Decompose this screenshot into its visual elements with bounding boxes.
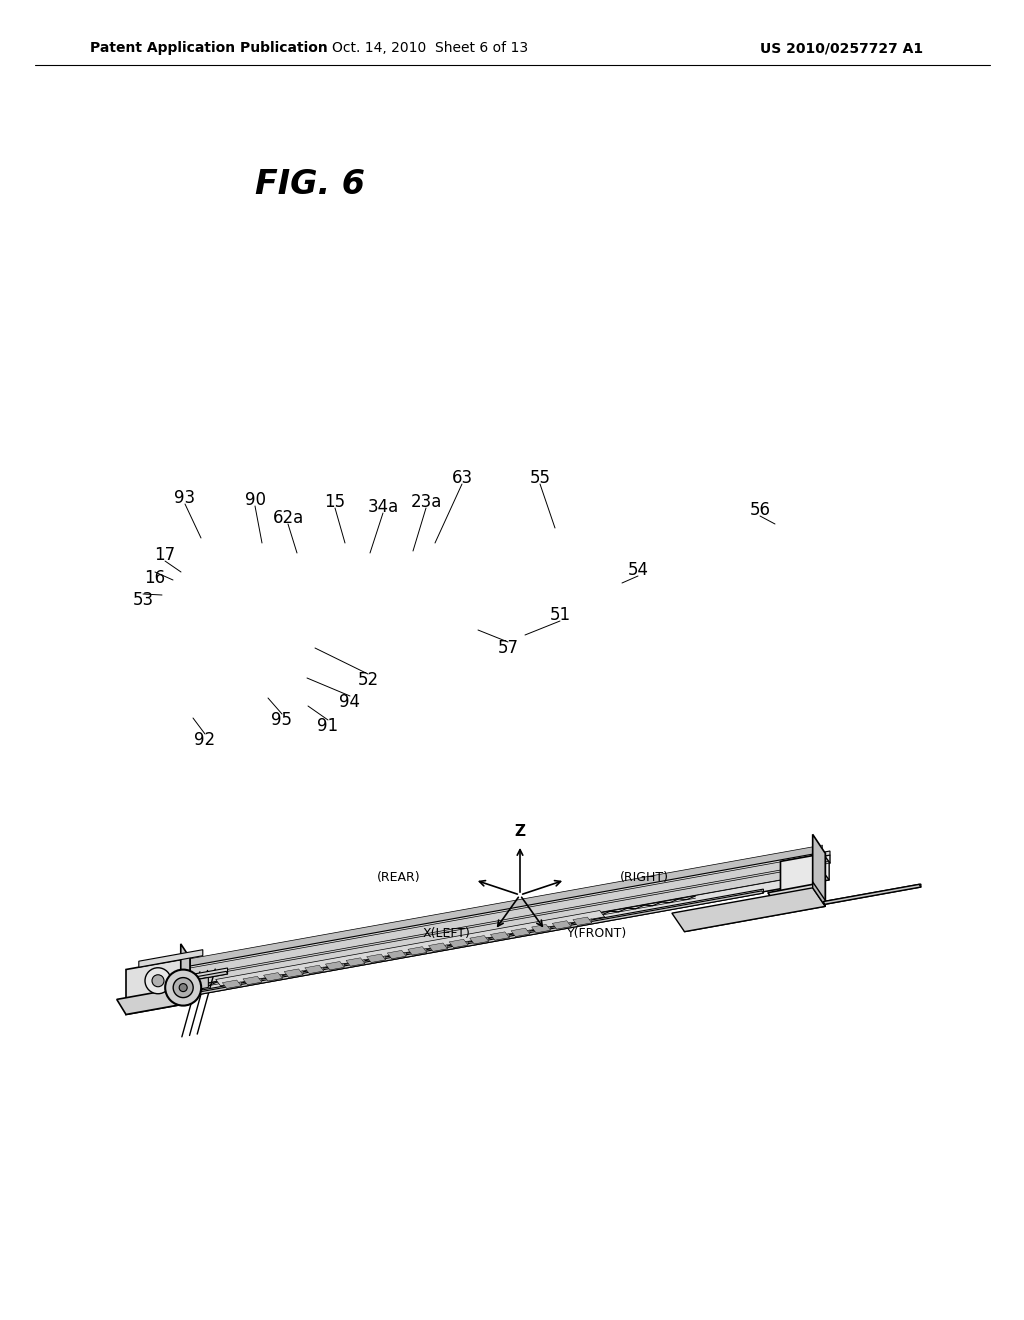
Circle shape <box>173 978 194 998</box>
Polygon shape <box>823 884 921 904</box>
Polygon shape <box>289 970 303 977</box>
Polygon shape <box>309 968 324 974</box>
Polygon shape <box>572 917 592 925</box>
Polygon shape <box>188 862 828 978</box>
Polygon shape <box>392 952 407 958</box>
Polygon shape <box>190 851 830 970</box>
Polygon shape <box>511 928 529 936</box>
Polygon shape <box>768 884 825 911</box>
Polygon shape <box>139 949 203 968</box>
Text: 23a: 23a <box>411 492 441 511</box>
Circle shape <box>145 968 171 994</box>
Polygon shape <box>185 891 764 997</box>
Polygon shape <box>780 853 825 911</box>
Polygon shape <box>454 941 468 948</box>
Polygon shape <box>220 917 604 989</box>
Polygon shape <box>248 978 262 985</box>
Polygon shape <box>350 960 365 966</box>
Text: 93: 93 <box>174 488 196 507</box>
Polygon shape <box>216 911 604 986</box>
Text: X(LEFT): X(LEFT) <box>423 928 471 940</box>
Text: 63: 63 <box>452 469 472 487</box>
Polygon shape <box>413 949 427 956</box>
Text: 62a: 62a <box>272 510 304 527</box>
Polygon shape <box>326 961 344 970</box>
Polygon shape <box>495 933 509 940</box>
Text: 52: 52 <box>357 671 379 689</box>
Polygon shape <box>268 974 283 981</box>
Polygon shape <box>825 884 921 904</box>
Polygon shape <box>474 937 488 944</box>
Text: 95: 95 <box>271 711 293 729</box>
Polygon shape <box>387 950 407 958</box>
Text: 16: 16 <box>144 569 166 587</box>
Polygon shape <box>672 888 825 932</box>
Polygon shape <box>330 964 344 970</box>
Polygon shape <box>243 977 262 985</box>
Polygon shape <box>428 942 447 952</box>
Text: Z: Z <box>514 824 525 838</box>
Polygon shape <box>196 968 227 979</box>
Text: 15: 15 <box>325 492 345 511</box>
Polygon shape <box>182 977 208 993</box>
Text: US 2010/0257727 A1: US 2010/0257727 A1 <box>760 41 923 55</box>
Polygon shape <box>813 882 825 907</box>
Text: 53: 53 <box>132 591 154 609</box>
Polygon shape <box>222 979 242 989</box>
Polygon shape <box>578 919 592 925</box>
Text: 91: 91 <box>317 717 339 735</box>
Polygon shape <box>188 862 828 978</box>
Polygon shape <box>515 929 529 936</box>
Polygon shape <box>226 982 242 989</box>
Text: 54: 54 <box>628 561 648 579</box>
Polygon shape <box>182 853 830 978</box>
Text: Oct. 14, 2010  Sheet 6 of 13: Oct. 14, 2010 Sheet 6 of 13 <box>332 41 528 55</box>
Text: Patent Application Publication: Patent Application Publication <box>90 41 328 55</box>
Polygon shape <box>371 956 385 962</box>
Polygon shape <box>346 958 365 966</box>
Polygon shape <box>433 945 447 952</box>
Polygon shape <box>263 973 283 981</box>
Circle shape <box>165 970 201 1006</box>
Polygon shape <box>531 924 551 933</box>
Circle shape <box>179 983 187 991</box>
Polygon shape <box>684 900 825 932</box>
Polygon shape <box>182 845 822 968</box>
Polygon shape <box>285 969 303 977</box>
Polygon shape <box>190 855 830 978</box>
Polygon shape <box>470 936 488 944</box>
Text: 90: 90 <box>245 491 265 510</box>
Text: 17: 17 <box>155 546 175 564</box>
Polygon shape <box>195 972 227 979</box>
Polygon shape <box>183 854 823 987</box>
Polygon shape <box>813 834 825 903</box>
Polygon shape <box>490 932 509 940</box>
Text: (REAR): (REAR) <box>377 871 420 884</box>
Polygon shape <box>305 965 324 974</box>
Polygon shape <box>187 890 764 997</box>
Text: 55: 55 <box>529 469 551 487</box>
Polygon shape <box>189 862 829 995</box>
Text: 57: 57 <box>498 639 518 657</box>
Polygon shape <box>557 923 571 929</box>
Text: 92: 92 <box>195 731 216 748</box>
Polygon shape <box>117 987 190 1015</box>
Text: Y(FRONT): Y(FRONT) <box>567 928 627 940</box>
Polygon shape <box>536 927 551 933</box>
Circle shape <box>152 974 164 987</box>
Text: 56: 56 <box>750 502 770 519</box>
Polygon shape <box>181 944 190 1003</box>
Text: FIG. 6: FIG. 6 <box>255 169 365 202</box>
Polygon shape <box>408 946 427 956</box>
Polygon shape <box>367 954 385 962</box>
Polygon shape <box>450 940 468 948</box>
Polygon shape <box>552 921 571 929</box>
Text: 94: 94 <box>340 693 360 711</box>
Text: (RIGHT): (RIGHT) <box>620 871 669 884</box>
Text: 34a: 34a <box>368 498 398 516</box>
Polygon shape <box>126 958 190 1015</box>
Polygon shape <box>183 873 829 995</box>
Text: 51: 51 <box>550 606 570 624</box>
